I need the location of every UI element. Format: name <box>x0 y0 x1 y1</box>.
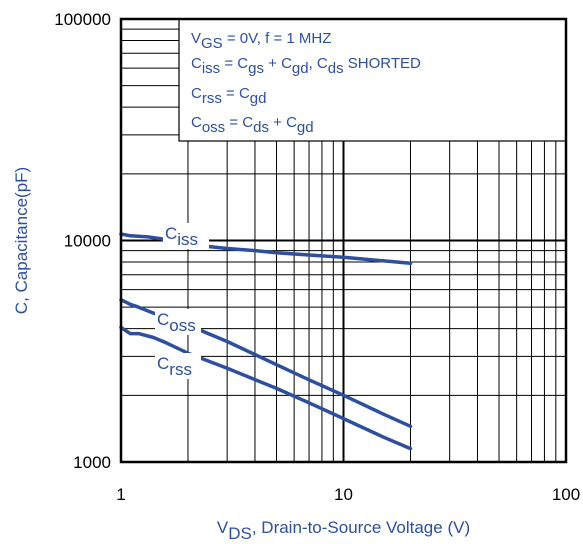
x-tick-label: 100 <box>552 485 580 504</box>
series-label-oss: Coss <box>157 310 196 335</box>
conditions-text: VGS = 0V, f = 1 MHZ Ciss = Cgs + Cgd, Cds… <box>191 30 421 136</box>
series-labels: Ciss Coss Crss <box>155 223 209 379</box>
series-layer <box>119 232 413 451</box>
series-line-iss <box>119 232 413 265</box>
y-tick-label: 10000 <box>64 232 111 251</box>
condition-line: Coss = Cds + Cgd <box>191 114 314 136</box>
x-tick-label: 10 <box>334 485 353 504</box>
series-label-iss: Ciss <box>165 224 198 249</box>
y-tick-label: 100000 <box>54 10 111 29</box>
tick-labels: 1 10 100 1000 10000 100000 <box>54 10 580 504</box>
y-tick-label: 1000 <box>73 453 111 472</box>
x-axis-label: VDS, Drain-to-Source Voltage (V) <box>217 518 470 543</box>
series-label-bg <box>155 309 201 335</box>
x-tick-label: 1 <box>116 485 125 504</box>
y-axis-label: C, Capacitance(pF) <box>12 167 31 314</box>
series-label-rss: Crss <box>157 354 192 379</box>
series-label-bg <box>155 353 201 379</box>
plot-frame <box>119 17 568 464</box>
series-line-oss <box>119 298 413 429</box>
series-line-rss <box>119 325 413 451</box>
condition-line: Ciss = Cgs + Cgd, Cds SHORTED <box>191 55 421 77</box>
series-label-bg <box>163 223 209 249</box>
condition-line: VGS = 0V, f = 1 MHZ <box>191 30 331 52</box>
condition-line: Crss = Cgd <box>191 85 266 107</box>
